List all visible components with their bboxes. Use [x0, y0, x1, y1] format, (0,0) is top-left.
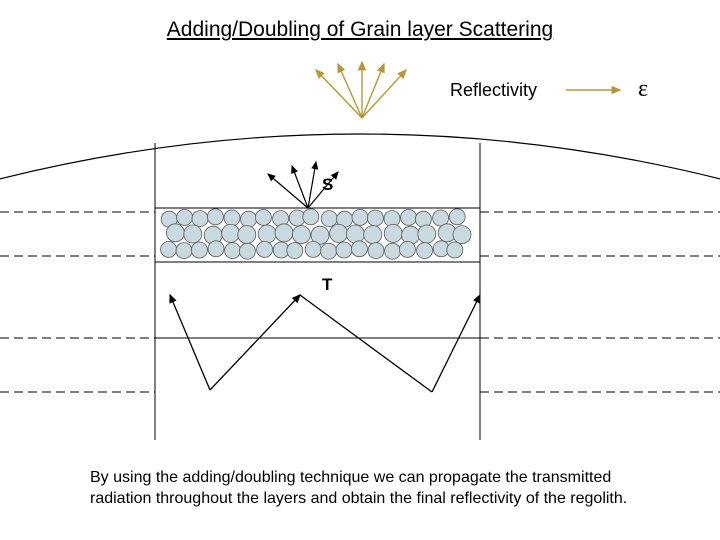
reflectivity-label: Reflectivity	[450, 80, 537, 101]
s-label: S	[322, 175, 333, 195]
page-title: Adding/Doubling of Grain layer Scatterin…	[0, 18, 720, 42]
caption: By using the adding/doubling technique w…	[90, 468, 630, 510]
t-label: T	[322, 275, 332, 295]
epsilon-label: ε	[638, 76, 648, 103]
diagram-canvas	[0, 0, 720, 540]
